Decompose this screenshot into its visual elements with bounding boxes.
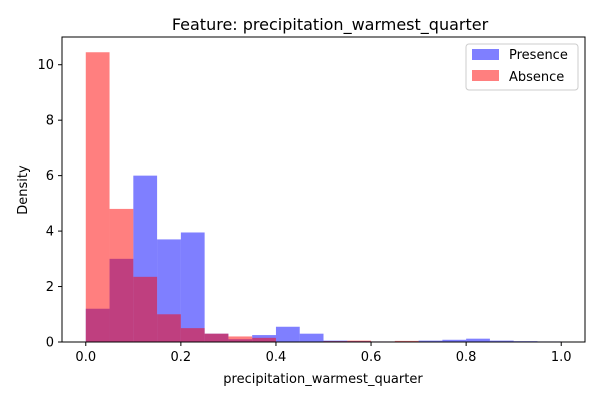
legend-label-absence: Absence bbox=[509, 70, 564, 85]
x-axis-label: precipitation_warmest_quarter bbox=[223, 372, 423, 387]
y-tick-label-0: 0 bbox=[46, 336, 54, 351]
x-tick-label-5: 1.0 bbox=[551, 350, 572, 365]
legend-swatch-absence bbox=[472, 70, 499, 81]
bar-absence-5 bbox=[204, 333, 229, 342]
y-axis-ticks: 0 2 4 6 8 10 bbox=[37, 58, 62, 351]
bar-absence-6 bbox=[228, 336, 253, 342]
bar-absence-1 bbox=[109, 208, 134, 342]
bar-presence-9 bbox=[299, 333, 324, 342]
x-tick-label-0: 0.0 bbox=[75, 350, 96, 365]
plot-frame bbox=[61, 36, 586, 343]
y-tick-label-5: 10 bbox=[37, 58, 54, 73]
y-tick-label-3: 6 bbox=[46, 169, 54, 184]
histogram-bars bbox=[85, 52, 562, 342]
y-tick-label-1: 2 bbox=[46, 280, 54, 295]
x-tick-label-2: 0.4 bbox=[266, 350, 287, 365]
bar-absence-3 bbox=[157, 314, 181, 342]
bar-absence-13 bbox=[394, 340, 419, 342]
bar-absence-0 bbox=[85, 52, 110, 342]
bar-absence-4 bbox=[180, 328, 205, 342]
legend: Presence Absence bbox=[465, 43, 579, 91]
legend-label-presence: Presence bbox=[509, 48, 568, 63]
y-tick-label-4: 8 bbox=[46, 114, 54, 129]
bar-presence-16 bbox=[466, 338, 490, 342]
legend-swatch-presence bbox=[472, 49, 499, 60]
bar-absence-7 bbox=[252, 337, 276, 342]
x-axis-ticks: 0.0 0.2 0.4 0.6 0.8 1.0 bbox=[75, 342, 572, 365]
y-tick-label-2: 4 bbox=[46, 225, 54, 240]
bar-absence-2 bbox=[133, 276, 158, 342]
x-tick-label-3: 0.6 bbox=[361, 350, 382, 365]
bar-presence-17 bbox=[489, 340, 514, 342]
chart-title: Feature: precipitation_warmest_quarter bbox=[172, 15, 489, 35]
x-tick-label-4: 0.8 bbox=[456, 350, 477, 365]
y-axis-label: Density bbox=[16, 165, 31, 215]
bar-presence-4 bbox=[180, 232, 205, 342]
bar-presence-8 bbox=[275, 326, 300, 342]
x-tick-label-1: 0.2 bbox=[171, 350, 192, 365]
bar-presence-14 bbox=[418, 340, 443, 342]
bar-absence-11 bbox=[347, 340, 372, 342]
bar-presence-15 bbox=[442, 339, 467, 342]
